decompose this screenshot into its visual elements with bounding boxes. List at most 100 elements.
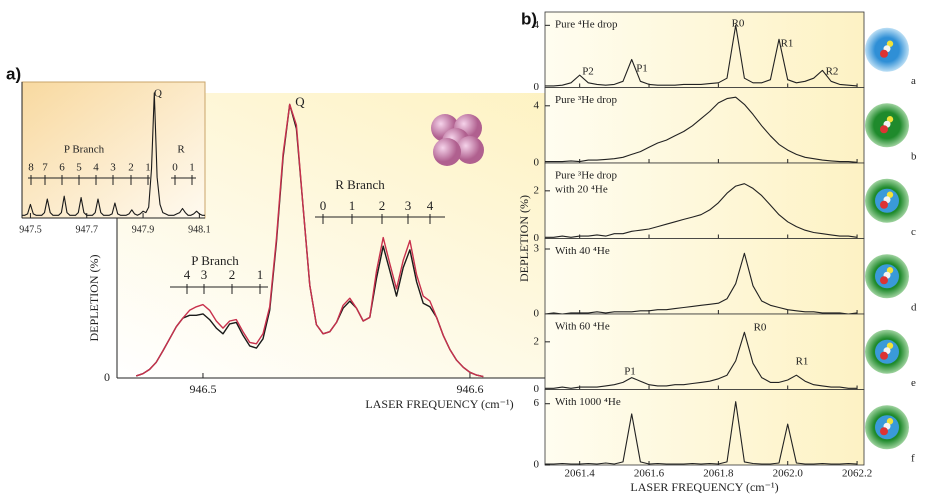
panel-title: Pure ³He drop bbox=[555, 94, 617, 106]
x-tick-label: 2061.8 bbox=[703, 468, 734, 480]
peak-label: R0 bbox=[754, 322, 767, 334]
panel-label: a) bbox=[6, 64, 21, 83]
panel-title: with 20 ⁴He bbox=[555, 184, 608, 196]
x-tick-label: 946.6 bbox=[456, 382, 483, 396]
peak-label: P1 bbox=[624, 366, 636, 378]
molecule-atom bbox=[880, 125, 888, 134]
molecule-atom bbox=[886, 342, 894, 349]
cluster-atom bbox=[433, 138, 461, 166]
molecule-atom bbox=[880, 200, 888, 209]
spectrum-line bbox=[545, 24, 858, 87]
x-tick-label: 2062.0 bbox=[773, 468, 804, 480]
panel-letter: f bbox=[911, 453, 915, 465]
annotation: 1 bbox=[145, 162, 151, 174]
panel-letter: b bbox=[911, 151, 917, 163]
panel-area bbox=[544, 162, 865, 239]
annotation: P Branch bbox=[64, 144, 105, 156]
panel-label: b) bbox=[521, 9, 537, 28]
x-tick-label: 946.5 bbox=[189, 382, 216, 396]
molecule-atom bbox=[880, 427, 888, 436]
annotation: 2 bbox=[229, 267, 236, 282]
peak-label: P1 bbox=[636, 63, 648, 75]
molecule-atom bbox=[886, 418, 894, 425]
y-tick-label: 0 bbox=[534, 157, 540, 169]
molecule-atom bbox=[880, 49, 888, 58]
x-tick-label: 947.9 bbox=[132, 224, 155, 235]
annotation: 1 bbox=[189, 162, 195, 174]
panel-letter: a bbox=[911, 75, 916, 87]
y-tick-label: 4 bbox=[534, 99, 540, 111]
annotation: 4 bbox=[184, 267, 191, 282]
molecule-atom bbox=[886, 40, 894, 47]
plot-area bbox=[21, 81, 206, 219]
panel-title: Pure ³He drop bbox=[555, 170, 617, 182]
y-tick-label: 0 bbox=[534, 308, 540, 320]
panel-title: With 60 ⁴He bbox=[555, 321, 610, 333]
spectrum-line bbox=[545, 401, 858, 465]
panel-letter: e bbox=[911, 377, 916, 389]
annotation: 3 bbox=[201, 267, 208, 282]
peak-label: R0 bbox=[732, 18, 745, 30]
spectrum-line bbox=[545, 96, 858, 163]
annotation: 4 bbox=[93, 162, 99, 174]
y-tick-label: 6 bbox=[534, 397, 540, 409]
peak-label: R1 bbox=[796, 356, 809, 368]
annotation: Q bbox=[295, 94, 305, 109]
panel-letter: c bbox=[911, 226, 916, 238]
annotation: P Branch bbox=[191, 253, 239, 268]
annotation: 0 bbox=[320, 198, 327, 213]
annotation: 1 bbox=[349, 198, 356, 213]
annotation: R bbox=[177, 144, 185, 156]
annotation: 8 bbox=[28, 162, 34, 174]
peak-label: R2 bbox=[826, 66, 839, 78]
x-tick-label: 2062.2 bbox=[842, 468, 872, 480]
annotation: 3 bbox=[405, 198, 412, 213]
y-tick-label: 0 bbox=[534, 459, 540, 471]
molecule-atom bbox=[886, 191, 894, 198]
annotation: 2 bbox=[128, 162, 134, 174]
y-axis-label: DEPLETION (%) bbox=[517, 195, 531, 282]
annotation: 5 bbox=[76, 162, 82, 174]
y-tick-label: 3 bbox=[534, 243, 540, 255]
molecule-atom bbox=[886, 116, 894, 123]
x-axis-label: LASER FREQUENCY (cm⁻¹) bbox=[630, 480, 778, 494]
molecule-atom bbox=[880, 276, 888, 285]
annotation: 0 bbox=[172, 162, 178, 174]
panel-area bbox=[544, 389, 865, 466]
y-tick-label: 0 bbox=[534, 383, 540, 395]
y-tick-label: 2 bbox=[534, 184, 540, 196]
spectrum-line bbox=[544, 252, 858, 315]
spectrum-line bbox=[22, 92, 205, 216]
annotation: 2 bbox=[379, 198, 386, 213]
spectrum-line bbox=[135, 103, 484, 378]
panel-letter: d bbox=[911, 302, 917, 314]
panel-area bbox=[544, 313, 865, 390]
y-tick-label: 4 bbox=[534, 19, 540, 31]
annotation: 7 bbox=[42, 162, 48, 174]
panel-area bbox=[544, 238, 865, 315]
y-tick-label: 2 bbox=[534, 335, 540, 347]
x-axis-label: LASER FREQUENCY (cm⁻¹) bbox=[365, 397, 513, 411]
y-tick-label: 0 bbox=[534, 232, 540, 244]
annotation: 4 bbox=[427, 198, 434, 213]
y-axis-label: DEPLETION (%) bbox=[87, 255, 101, 342]
peak-label: R1 bbox=[781, 38, 794, 50]
panel-title: With 1000 ⁴He bbox=[555, 396, 621, 408]
molecule-atom bbox=[880, 351, 888, 360]
y-tick-label: 0 bbox=[534, 81, 540, 93]
annotation: R Branch bbox=[335, 177, 385, 192]
annotation: 1 bbox=[257, 267, 264, 282]
x-tick-label: 947.7 bbox=[76, 224, 99, 235]
annotation: 3 bbox=[110, 162, 116, 174]
molecule-atom bbox=[886, 267, 894, 274]
annotation: Q bbox=[154, 88, 162, 100]
x-tick-label: 947.5 bbox=[19, 224, 42, 235]
panel-area bbox=[544, 11, 865, 88]
x-tick-label: 948.1 bbox=[188, 224, 211, 235]
annotation: 6 bbox=[59, 162, 65, 174]
panel-title: Pure ⁴He drop bbox=[555, 19, 618, 31]
x-tick-label: 2061.6 bbox=[634, 468, 665, 480]
spectrum-line bbox=[545, 331, 858, 389]
cluster-atom bbox=[456, 136, 484, 164]
